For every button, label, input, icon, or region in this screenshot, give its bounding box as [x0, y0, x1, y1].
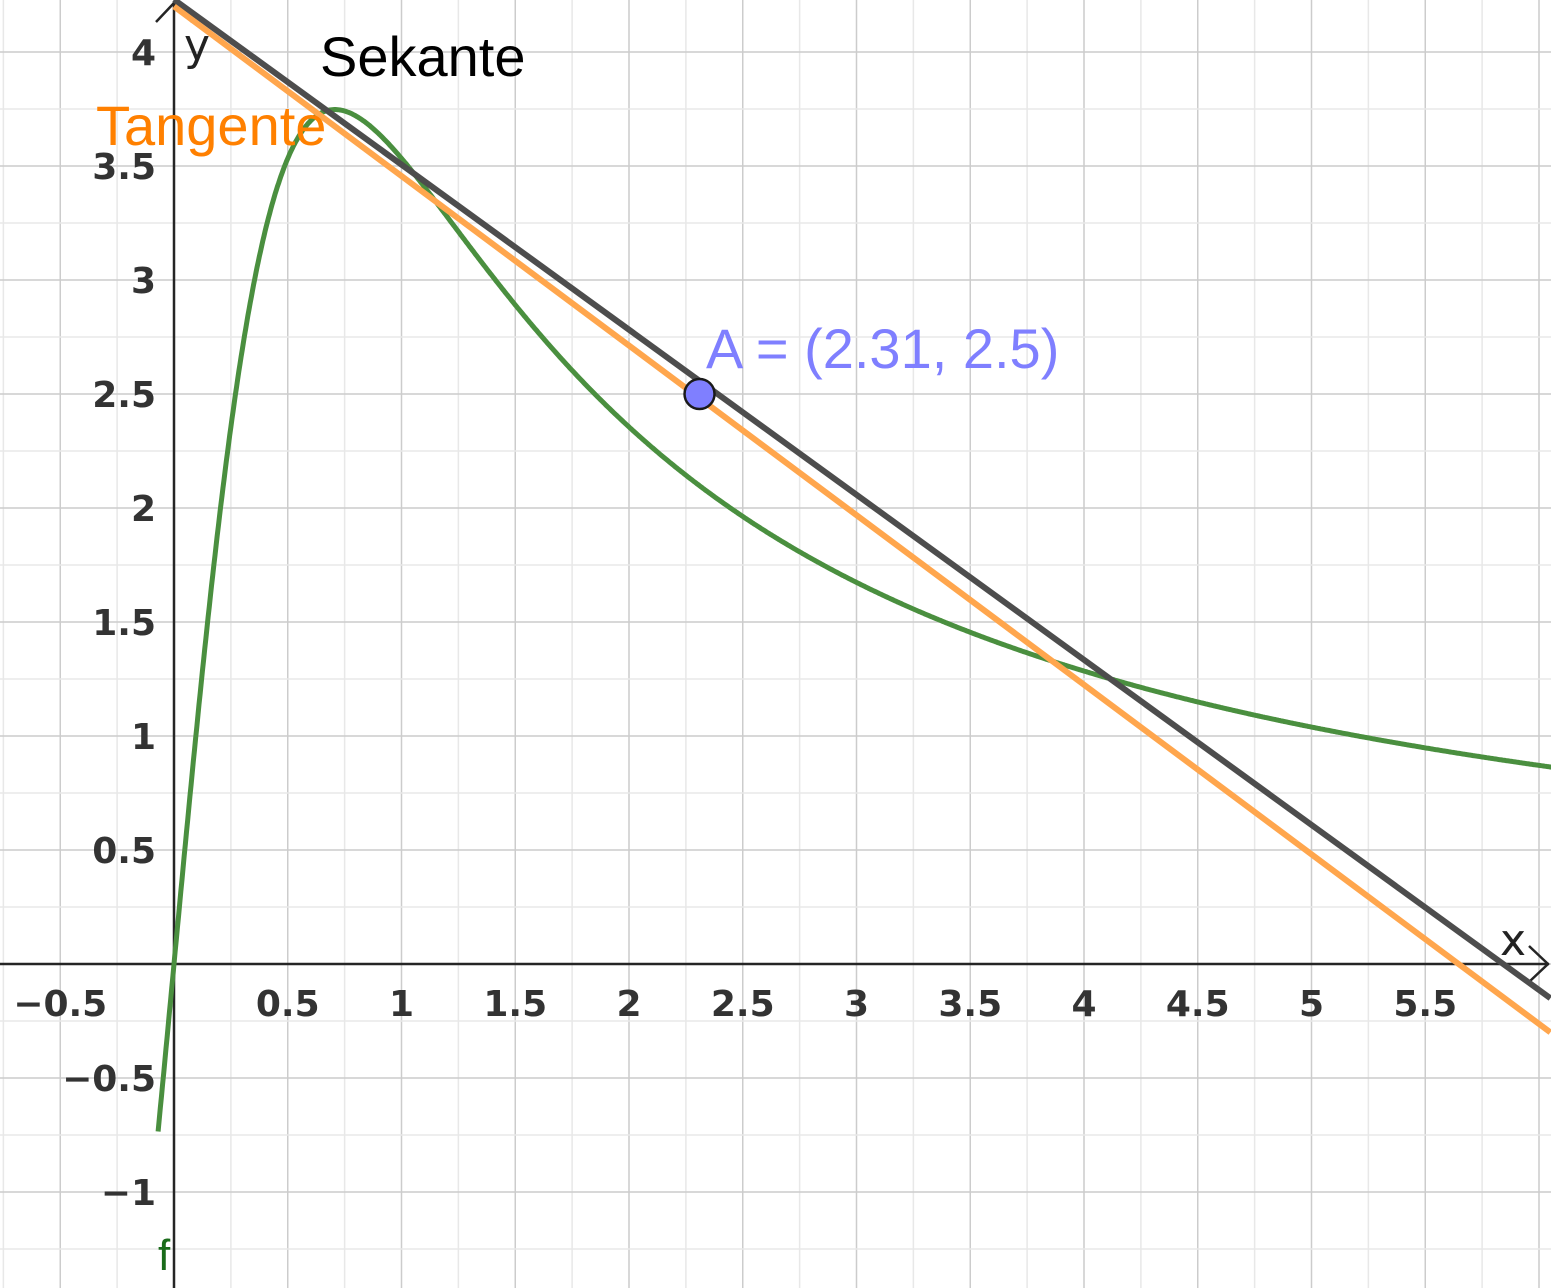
y-tick-label: −0.5 [62, 1059, 156, 1100]
function-f-curve [155, 107, 1551, 1132]
labels: x y Sekante Tangente f A = (2.31, 2.5) [96, 20, 1526, 1280]
points [683, 377, 716, 411]
x-tick-label: 1 [389, 984, 414, 1025]
x-tick-label: 2.5 [711, 984, 775, 1025]
x-tick-label: 4.5 [1166, 984, 1230, 1025]
secant-line [172, 0, 1551, 1001]
x-tick-label: 5 [1299, 984, 1324, 1025]
x-tick-label: 3.5 [938, 984, 1002, 1025]
y-tick-label: 2 [131, 489, 156, 530]
x-tick-label: 1.5 [483, 984, 547, 1025]
point-a [683, 377, 716, 411]
tangent-label: Tangente [96, 94, 326, 157]
tangent-line [172, 3, 1551, 1035]
x-tick-label: 5.5 [1393, 984, 1457, 1025]
x-axis-label: x [1500, 915, 1526, 966]
point-a-label: A = (2.31, 2.5) [706, 317, 1059, 380]
tick-labels: −0.5 0.5 1 1.5 2 2.5 3 3.5 4 4.5 5 5.5 −1 −0.5 0.5 1 1.5… [13, 33, 1457, 1214]
curves [155, 0, 1551, 1132]
y-tick-label: 1.5 [92, 603, 156, 644]
secant-label: Sekante [320, 25, 526, 88]
y-tick-label: −1 [101, 1173, 156, 1214]
x-axis-arrow [1528, 945, 1550, 983]
y-axis-label: y [184, 20, 210, 71]
x-tick-label: −0.5 [13, 984, 107, 1025]
x-tick-label: 0.5 [256, 984, 320, 1025]
x-tick-label: 2 [616, 984, 641, 1025]
y-tick-label: 4 [131, 33, 156, 74]
x-tick-label: 4 [1071, 984, 1096, 1025]
y-tick-label: 0.5 [92, 831, 156, 872]
x-tick-label: 3 [844, 984, 869, 1025]
y-tick-label: 3 [131, 261, 156, 302]
y-tick-label: 3.5 [92, 147, 156, 188]
y-tick-label: 1 [131, 717, 156, 758]
y-tick-label: 2.5 [92, 375, 156, 416]
function-f-label: f [158, 1231, 171, 1280]
